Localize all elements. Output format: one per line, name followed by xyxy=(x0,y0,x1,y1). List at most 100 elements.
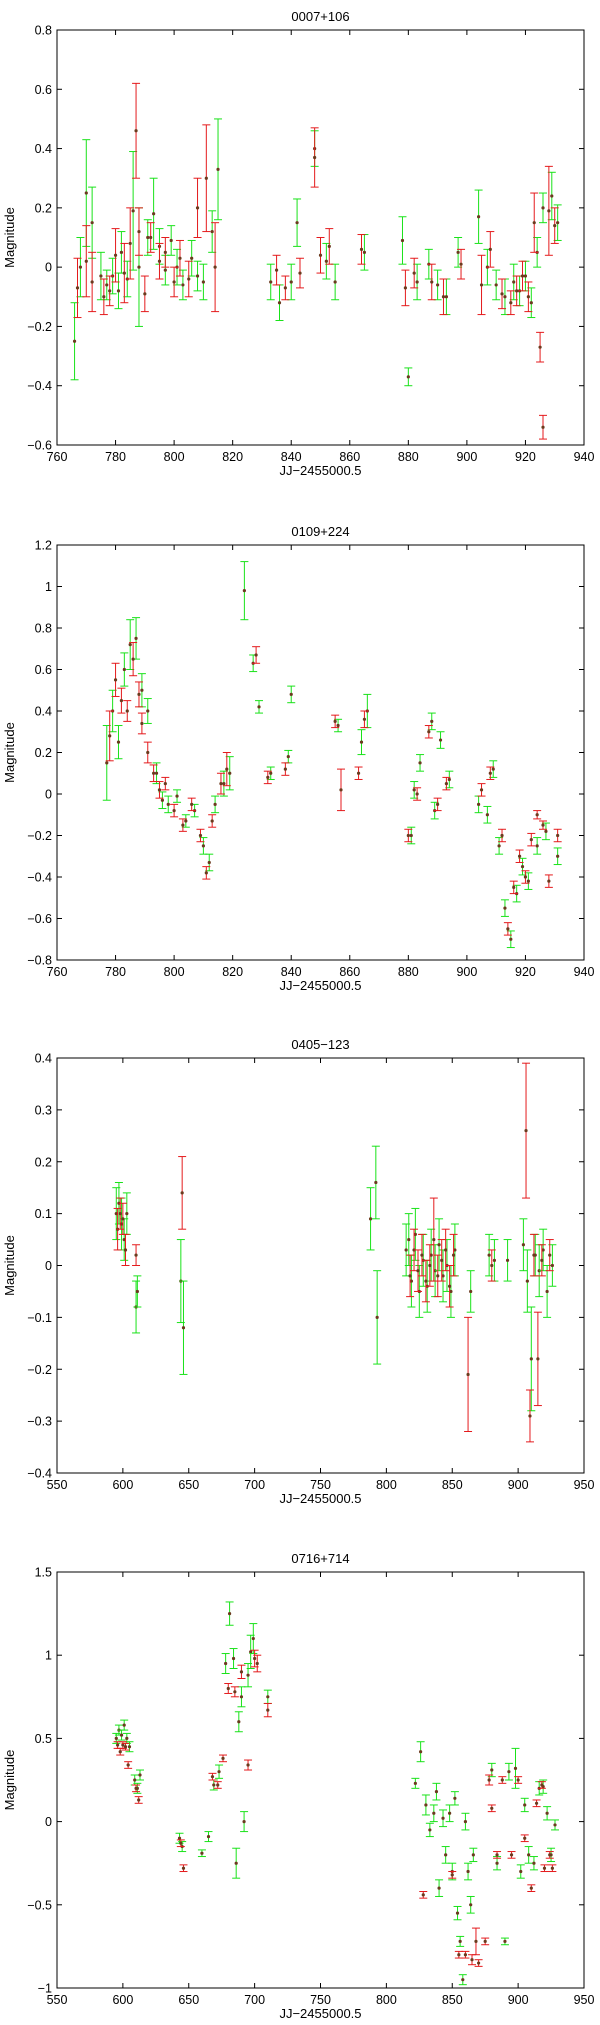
marker xyxy=(242,589,246,593)
marker xyxy=(403,286,408,290)
y-tick-label: 0.8 xyxy=(35,622,52,636)
data-point-green xyxy=(143,219,152,256)
marker xyxy=(409,1279,414,1283)
marker xyxy=(277,301,282,305)
marker xyxy=(436,1274,440,1278)
marker xyxy=(412,788,416,792)
marker xyxy=(242,1820,246,1824)
marker xyxy=(138,1773,142,1777)
data-point-red xyxy=(413,787,422,801)
data-point-red xyxy=(421,1259,430,1303)
data-point-red xyxy=(111,228,120,283)
marker xyxy=(547,879,551,883)
data-point-red xyxy=(429,1197,438,1282)
data-point-red xyxy=(527,1884,536,1892)
marker xyxy=(412,271,416,275)
series-red xyxy=(105,642,562,936)
y-tick-label: −0.4 xyxy=(27,1467,52,1481)
data-point-red xyxy=(406,1254,415,1298)
marker xyxy=(126,1763,130,1767)
marker xyxy=(538,345,542,349)
marker xyxy=(406,833,410,838)
data-point-red xyxy=(533,810,542,820)
marker xyxy=(269,771,273,775)
marker xyxy=(490,1768,494,1772)
marker xyxy=(466,1372,470,1377)
x-tick-label: 550 xyxy=(47,1478,68,1492)
data-point-red xyxy=(545,1239,554,1272)
marker xyxy=(127,1745,132,1749)
marker xyxy=(550,1866,554,1870)
x-tick-label: 760 xyxy=(47,450,68,464)
marker xyxy=(490,1806,494,1810)
marker xyxy=(450,1873,454,1877)
data-point-red xyxy=(325,228,334,265)
x-tick-label: 800 xyxy=(164,450,185,464)
marker xyxy=(172,280,176,284)
marker xyxy=(521,1243,525,1247)
data-point-green xyxy=(371,1145,380,1220)
data-point-green xyxy=(357,729,366,756)
marker xyxy=(254,653,258,657)
marker xyxy=(204,176,208,180)
marker xyxy=(121,1217,125,1221)
marker xyxy=(362,250,367,254)
marker xyxy=(75,286,80,290)
data-point-red xyxy=(216,772,225,795)
marker xyxy=(444,1248,448,1252)
data-point-green xyxy=(432,1782,441,1801)
data-point-red xyxy=(357,234,366,265)
marker xyxy=(274,268,279,272)
marker xyxy=(540,1258,544,1262)
marker xyxy=(84,191,88,195)
data-point-green xyxy=(240,1811,249,1833)
x-tick-label: 880 xyxy=(398,450,419,464)
marker xyxy=(441,1274,445,1278)
marker xyxy=(283,767,287,771)
x-tick-label: 600 xyxy=(112,1993,133,2007)
marker xyxy=(432,1811,436,1815)
marker xyxy=(513,1766,518,1770)
marker xyxy=(490,1263,494,1268)
data-point-green xyxy=(102,725,111,801)
marker xyxy=(437,1243,441,1247)
marker xyxy=(359,247,364,251)
data-point-red xyxy=(548,1864,557,1873)
y-tick-label: −0.6 xyxy=(27,439,52,453)
x-tick-label: 750 xyxy=(310,1478,331,1492)
data-point-red xyxy=(533,1311,542,1407)
data-point-green xyxy=(411,1777,420,1789)
marker xyxy=(437,1886,441,1890)
x-axis-label: JJ−2455000.5 xyxy=(279,2006,361,2021)
data-point-red xyxy=(88,251,97,313)
marker xyxy=(550,1263,554,1268)
x-axis-label: JJ−2455000.5 xyxy=(279,978,361,993)
marker xyxy=(516,1778,520,1782)
x-tick-label: 850 xyxy=(442,1993,463,2007)
marker xyxy=(479,788,484,792)
marker xyxy=(432,1237,436,1242)
data-point-green xyxy=(489,760,498,778)
marker xyxy=(135,1289,139,1294)
data-point-red xyxy=(281,762,290,776)
data-point-red xyxy=(498,278,507,310)
marker xyxy=(359,740,364,744)
marker xyxy=(255,1661,259,1666)
data-point-green xyxy=(523,1249,532,1313)
x-tick-label: 950 xyxy=(574,1993,595,2007)
data-point-green xyxy=(149,177,158,250)
data-point-green xyxy=(504,1762,513,1781)
data-point-red xyxy=(515,849,524,863)
x-tick-label: 840 xyxy=(281,450,302,464)
data-point-red xyxy=(179,1864,188,1873)
marker xyxy=(413,1781,417,1785)
marker xyxy=(434,1790,439,1794)
marker xyxy=(421,1893,425,1897)
marker xyxy=(149,235,153,240)
marker xyxy=(122,1723,126,1727)
data-point-red xyxy=(253,1654,262,1673)
data-layer xyxy=(112,1601,560,1986)
marker xyxy=(90,221,94,225)
marker xyxy=(163,268,167,272)
marker xyxy=(529,1886,533,1890)
